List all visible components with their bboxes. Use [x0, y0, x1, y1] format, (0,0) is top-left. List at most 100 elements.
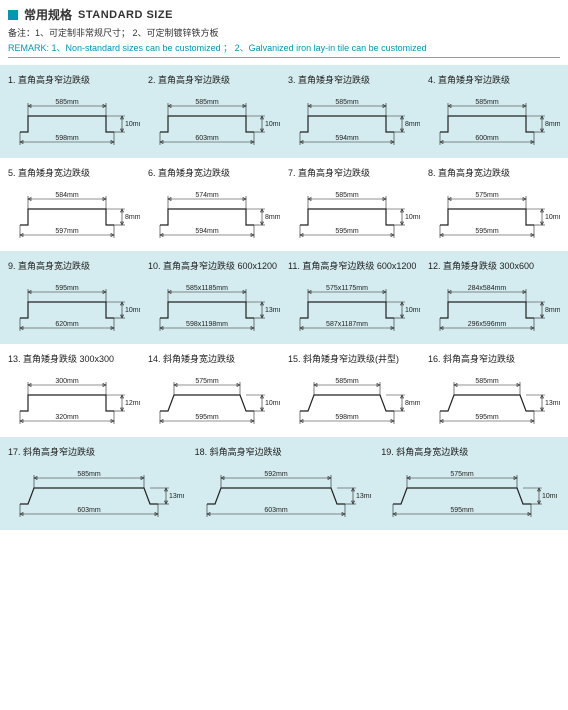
profile-diagram: 585mm 600mm 8mm: [428, 92, 560, 148]
accent-square-icon: [8, 10, 18, 20]
spec-cell: 1. 直角高身窄边跌级 585mm 598mm 10mm: [4, 73, 144, 148]
svg-text:585mm: 585mm: [55, 99, 79, 106]
svg-text:10mm: 10mm: [545, 214, 560, 221]
svg-text:584mm: 584mm: [55, 192, 79, 199]
svg-text:598x1198mm: 598x1198mm: [186, 321, 228, 328]
profile-diagram: 585mm 603mm 10mm: [148, 92, 280, 148]
svg-text:13mm: 13mm: [169, 493, 184, 500]
spec-grid: 1. 直角高身窄边跌级 585mm 598mm 10mm2. 直角高身窄边跌级 …: [0, 65, 568, 530]
spec-cell: 11. 直角高身窄边跌级 600x1200 575x1175mm 587x118…: [284, 259, 424, 334]
svg-text:585mm: 585mm: [475, 378, 499, 385]
spec-title: 3. 直角矮身窄边跌级: [288, 73, 420, 86]
svg-text:575mm: 575mm: [451, 471, 475, 478]
svg-text:8mm: 8mm: [405, 121, 420, 128]
svg-text:13mm: 13mm: [356, 493, 371, 500]
profile-diagram: 300mm 320mm 12mm: [8, 371, 140, 427]
svg-text:10mm: 10mm: [405, 307, 420, 314]
svg-text:603mm: 603mm: [264, 507, 288, 514]
profile-diagram: 592mm 603mm 13mm: [195, 464, 371, 520]
spec-title: 18. 斜角高身窄边跌级: [195, 445, 374, 458]
svg-text:585mm: 585mm: [335, 192, 359, 199]
spec-row: 9. 直角高身宽边跌级 595mm 620mm 10mm10. 直角高身窄边跌级…: [0, 251, 568, 344]
svg-text:595mm: 595mm: [195, 414, 219, 421]
title-cn: 常用规格: [24, 6, 72, 23]
svg-text:620mm: 620mm: [55, 321, 79, 328]
profile-diagram: 575mm 595mm 10mm: [381, 464, 557, 520]
profile-diagram: 575mm 595mm 10mm: [148, 371, 280, 427]
profile-diagram: 585mm 598mm 8mm: [288, 371, 420, 427]
svg-text:585x1185mm: 585x1185mm: [186, 285, 228, 292]
profile-diagram: 585mm 595mm 13mm: [428, 371, 560, 427]
spec-title: 11. 直角高身窄边跌级 600x1200: [288, 259, 420, 272]
spec-row: 13. 直角矮身跌级 300x300 300mm 320mm 12mm14. 斜…: [0, 344, 568, 437]
svg-text:592mm: 592mm: [264, 471, 288, 478]
spec-cell: 12. 直角矮身跌级 300x600 284x584mm 296x596mm 8…: [424, 259, 564, 334]
svg-text:598mm: 598mm: [55, 135, 79, 142]
profile-diagram: 575x1175mm 587x1187mm 10mm: [288, 278, 420, 334]
spec-row: 5. 直角矮身宽边跌级 584mm 597mm 8mm6. 直角矮身宽边跌级 5…: [0, 158, 568, 251]
spec-cell: 19. 斜角高身宽边跌级 575mm 595mm 10mm: [377, 445, 564, 520]
svg-text:595mm: 595mm: [475, 228, 499, 235]
spec-row: 17. 斜角高身窄边跌级 585mm 603mm 13mm 18. 斜角高身窄边跌…: [0, 437, 568, 530]
svg-text:10mm: 10mm: [265, 121, 280, 128]
svg-text:10mm: 10mm: [265, 400, 280, 407]
spec-cell: 8. 直角高身宽边跌级 575mm 595mm 10mm: [424, 166, 564, 241]
profile-diagram: 585x1185mm 598x1198mm 13mm: [148, 278, 280, 334]
profile-diagram: 574mm 594mm 8mm: [148, 185, 280, 241]
svg-text:8mm: 8mm: [545, 307, 560, 314]
divider: [8, 57, 560, 58]
profile-diagram: 585mm 603mm 13mm: [8, 464, 184, 520]
svg-text:598mm: 598mm: [335, 414, 359, 421]
profile-diagram: 595mm 620mm 10mm: [8, 278, 140, 334]
svg-text:594mm: 594mm: [195, 228, 219, 235]
spec-row: 1. 直角高身窄边跌级 585mm 598mm 10mm2. 直角高身窄边跌级 …: [0, 65, 568, 158]
profile-diagram: 284x584mm 296x596mm 8mm: [428, 278, 560, 334]
spec-cell: 2. 直角高身窄边跌级 585mm 603mm 10mm: [144, 73, 284, 148]
svg-text:595mm: 595mm: [451, 507, 475, 514]
spec-cell: 16. 斜角高身窄边跌级 585mm 595mm 13mm: [424, 352, 564, 427]
svg-text:585mm: 585mm: [195, 99, 219, 106]
profile-diagram: 575mm 595mm 10mm: [428, 185, 560, 241]
svg-text:296x596mm: 296x596mm: [468, 321, 507, 328]
svg-text:600mm: 600mm: [475, 135, 499, 142]
spec-title: 10. 直角高身窄边跌级 600x1200: [148, 259, 280, 272]
svg-text:8mm: 8mm: [265, 214, 280, 221]
svg-text:13mm: 13mm: [545, 400, 560, 407]
svg-text:603mm: 603mm: [195, 135, 219, 142]
spec-title: 8. 直角高身宽边跌级: [428, 166, 560, 179]
spec-title: 4. 直角矮身窄边跌级: [428, 73, 560, 86]
profile-diagram: 585mm 595mm 10mm: [288, 185, 420, 241]
spec-cell: 7. 直角高身窄边跌级 585mm 595mm 10mm: [284, 166, 424, 241]
profile-diagram: 584mm 597mm 8mm: [8, 185, 140, 241]
svg-text:10mm: 10mm: [405, 214, 420, 221]
svg-text:575mm: 575mm: [475, 192, 499, 199]
spec-title: 9. 直角高身宽边跌级: [8, 259, 140, 272]
svg-text:13mm: 13mm: [265, 307, 280, 314]
svg-text:8mm: 8mm: [125, 214, 140, 221]
spec-cell: 5. 直角矮身宽边跌级 584mm 597mm 8mm: [4, 166, 144, 241]
spec-title: 14. 斜角矮身宽边跌级: [148, 352, 280, 365]
spec-title: 15. 斜角矮身窄边跌级(井型): [288, 352, 420, 365]
svg-text:587x1187mm: 587x1187mm: [326, 321, 368, 328]
svg-text:284x584mm: 284x584mm: [468, 285, 507, 292]
svg-text:12mm: 12mm: [125, 400, 140, 407]
spec-cell: 3. 直角矮身窄边跌级 585mm 594mm 8mm: [284, 73, 424, 148]
svg-text:585mm: 585mm: [475, 99, 499, 106]
spec-title: 19. 斜角高身宽边跌级: [381, 445, 560, 458]
note-cn: 备注：1、可定制非常规尺寸； 2、可定制镀锌铁方板: [8, 26, 560, 39]
svg-text:585mm: 585mm: [77, 471, 101, 478]
spec-cell: 10. 直角高身窄边跌级 600x1200 585x1185mm 598x119…: [144, 259, 284, 334]
spec-title: 17. 斜角高身窄边跌级: [8, 445, 187, 458]
svg-text:575mm: 575mm: [195, 378, 219, 385]
spec-title: 16. 斜角高身窄边跌级: [428, 352, 560, 365]
svg-text:320mm: 320mm: [55, 414, 79, 421]
svg-text:10mm: 10mm: [542, 493, 557, 500]
svg-text:597mm: 597mm: [55, 228, 79, 235]
svg-text:10mm: 10mm: [125, 307, 140, 314]
svg-text:595mm: 595mm: [335, 228, 359, 235]
svg-text:595mm: 595mm: [55, 285, 79, 292]
svg-text:8mm: 8mm: [405, 400, 420, 407]
svg-text:300mm: 300mm: [55, 378, 79, 385]
profile-diagram: 585mm 598mm 10mm: [8, 92, 140, 148]
spec-cell: 6. 直角矮身宽边跌级 574mm 594mm 8mm: [144, 166, 284, 241]
